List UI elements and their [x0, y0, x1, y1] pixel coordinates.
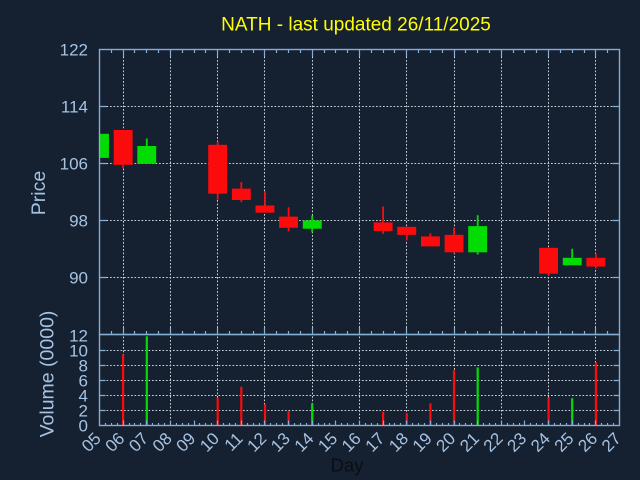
svg-text:90: 90 [69, 269, 88, 288]
svg-text:10: 10 [69, 342, 88, 361]
svg-text:Volume (0000): Volume (0000) [37, 311, 59, 438]
svg-text:Day: Day [331, 455, 365, 476]
svg-text:NATH - last updated 26/11/2025: NATH - last updated 26/11/2025 [221, 15, 491, 36]
svg-text:8: 8 [79, 357, 88, 376]
svg-text:2: 2 [79, 402, 88, 421]
svg-text:6: 6 [79, 372, 88, 391]
svg-text:106: 106 [60, 155, 88, 174]
svg-text:Price: Price [28, 171, 50, 215]
svg-text:4: 4 [79, 387, 88, 406]
svg-text:0: 0 [79, 417, 88, 436]
svg-text:98: 98 [69, 212, 88, 231]
svg-text:114: 114 [61, 98, 88, 117]
svg-text:122: 122 [60, 41, 88, 60]
svg-text:12: 12 [69, 327, 88, 346]
